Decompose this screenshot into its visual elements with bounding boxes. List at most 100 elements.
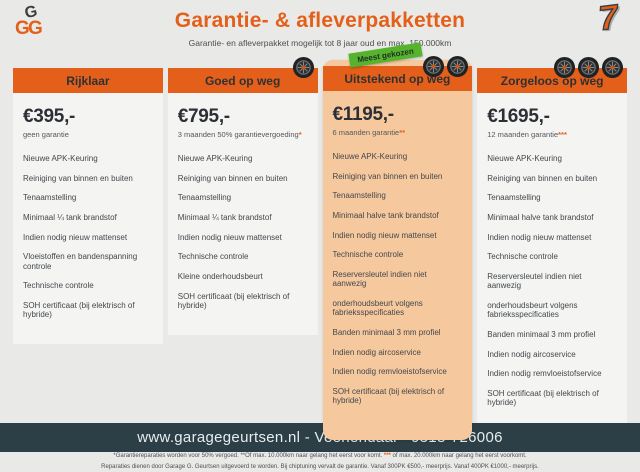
footnote-text: *Garantiereparaties worden voor 50% verg… bbox=[113, 452, 384, 459]
feature-item: Minimaal ¼ tank brandstof bbox=[177, 213, 272, 223]
package-name: Zorgeloos op weg bbox=[500, 73, 604, 88]
feature-item: Tenaamstelling bbox=[177, 193, 232, 203]
feature-item: Indien nodig aircoservice bbox=[487, 349, 576, 359]
footnote-stars: *** bbox=[383, 452, 391, 459]
footnotes: *Garantiereparaties worden voor 50% verg… bbox=[0, 451, 640, 472]
feature-item: Reserversleutel indien niet aanwezig bbox=[487, 272, 582, 291]
package-note: 3 maanden 50% garantievergoeding* bbox=[178, 130, 308, 139]
feature-item: Indien nodig aircoservice bbox=[332, 347, 422, 357]
feature-item: SOH certificaat (bij elektrisch of hybri… bbox=[332, 386, 445, 406]
note-stars: * bbox=[298, 130, 302, 139]
feature-list: Nieuwe APK-Keuring Reiniging van binnen e… bbox=[477, 154, 627, 426]
footnote-line-2: Reparaties dienen door Garage G. Geurtse… bbox=[101, 463, 539, 470]
package-note: geen garantie bbox=[23, 130, 153, 139]
package-header: Uitstekend op weg bbox=[322, 66, 473, 91]
package-price: €1195,- bbox=[332, 104, 395, 125]
logo-letter: G bbox=[28, 18, 43, 39]
seven-logo-icon: 7 bbox=[596, 0, 621, 39]
tire-icons bbox=[422, 55, 469, 78]
footnote-text: of max. 20.000km naar gelang het eerst v… bbox=[390, 452, 527, 459]
note-stars: *** bbox=[558, 130, 567, 139]
feature-item: onderhoudsbeurt volgens fabrieksspecific… bbox=[487, 301, 578, 320]
feature-item: SOH certificaat (bij elektrisch of hybri… bbox=[23, 301, 135, 320]
tire-icon bbox=[423, 55, 445, 78]
tire-icon bbox=[447, 55, 469, 78]
footer-bar: www.garagegeurtsen.nl - Veenendaal - 031… bbox=[0, 423, 640, 452]
price-block: €795,- 3 maanden 50% garantievergoeding* bbox=[168, 93, 318, 139]
package-header: Goed op weg bbox=[167, 68, 318, 93]
feature-item: Reiniging van binnen en buiten bbox=[487, 173, 598, 183]
logo-letter: G bbox=[15, 18, 30, 39]
note-text: 6 maanden garantie bbox=[332, 128, 400, 137]
package-note: 6 maanden garantie** bbox=[333, 128, 463, 137]
feature-item: Indien nodig nieuw mattenset bbox=[23, 232, 128, 242]
feature-item: Reiniging van binnen en buiten bbox=[23, 173, 133, 183]
feature-item: SOH certificaat (bij elektrisch of hybri… bbox=[487, 388, 599, 408]
page-title: Garantie- & afleverpakketten bbox=[174, 9, 466, 32]
feature-item: Indien nodig remvloeistofservice bbox=[487, 369, 602, 379]
feature-item: Reiniging van binnen en buiten bbox=[177, 173, 288, 183]
feature-item: Minimaal ¼ tank brandstof bbox=[23, 213, 117, 223]
tire-icons bbox=[292, 56, 315, 79]
package-price: €795,- bbox=[177, 106, 230, 127]
package-name: Goed op weg bbox=[204, 73, 281, 88]
feature-item: Vloeistoffen en bandenspanning controle bbox=[23, 252, 138, 271]
package-header: Rijklaar bbox=[13, 68, 163, 93]
feature-item: Nieuwe APK-Keuring bbox=[487, 154, 562, 163]
feature-item: Tenaamstelling bbox=[23, 193, 77, 203]
feature-item: SOH certificaat (bij elektrisch of hybri… bbox=[177, 291, 290, 310]
note-text: 12 maanden garantie bbox=[487, 130, 559, 139]
note-stars: ** bbox=[399, 128, 406, 137]
footnote-line-1: *Garantiereparaties worden voor 50% verg… bbox=[0, 451, 640, 462]
package-price: €1695,- bbox=[487, 106, 550, 127]
package-name: Rijklaar bbox=[66, 73, 110, 88]
package-price: €395,- bbox=[23, 106, 76, 127]
header: G G G Garantie- & afleverpakketten Garan… bbox=[0, 0, 640, 58]
feature-item: Minimaal halve tank brandstof bbox=[332, 211, 439, 221]
feature-list: Nieuwe APK-Keuring Reiniging van binnen e… bbox=[13, 154, 163, 338]
feature-item: Indien nodig remvloeistofservice bbox=[332, 367, 447, 377]
feature-item: Technische controle bbox=[177, 252, 249, 262]
price-block: €1695,- 12 maanden garantie*** bbox=[477, 93, 627, 139]
note-text: geen garantie bbox=[23, 130, 69, 139]
feature-item: Banden minimaal 3 mm profiel bbox=[332, 327, 441, 337]
feature-item: Nieuwe APK-Keuring bbox=[23, 154, 98, 163]
feature-item: onderhoudsbeurt volgens fabrieksspecific… bbox=[332, 299, 423, 318]
feature-item: Kleine onderhoudsbeurt bbox=[177, 272, 263, 282]
price-block: €395,- geen garantie bbox=[13, 93, 163, 139]
feature-item: Nieuwe APK-Keuring bbox=[177, 154, 253, 163]
feature-item: Tenaamstelling bbox=[487, 193, 541, 203]
feature-item: Reiniging van binnen en buiten bbox=[332, 171, 443, 181]
packages-row: Rijklaar €395,- geen garantie Nieuwe APK… bbox=[0, 42, 640, 440]
price-block: €1195,- 6 maanden garantie** bbox=[323, 91, 473, 137]
feature-item: Technische controle bbox=[332, 250, 404, 260]
package-card: Rijklaar €395,- geen garantie Nieuwe APK… bbox=[13, 68, 163, 344]
tire-icon bbox=[553, 56, 576, 79]
feature-item: Indien nodig nieuw mattenset bbox=[487, 232, 592, 242]
feature-list: Nieuwe APK-Keuring Reiniging van binnen e… bbox=[323, 152, 473, 424]
tire-icons bbox=[553, 56, 624, 79]
feature-item: Tenaamstelling bbox=[332, 191, 386, 201]
feature-item: Technische controle bbox=[487, 252, 558, 262]
feature-item: Indien nodig nieuw mattenset bbox=[177, 232, 282, 242]
tire-icon bbox=[577, 56, 600, 79]
feature-item: Reserversleutel indien niet aanwezig bbox=[332, 270, 427, 289]
gg-logo-icon: G G G bbox=[14, 3, 52, 44]
package-card: Goed op weg €795,- 3 maanden 50% garanti… bbox=[167, 56, 318, 335]
feature-item: Minimaal halve tank brandstof bbox=[487, 213, 594, 223]
package-name: Uitstekend op weg bbox=[344, 71, 451, 86]
package-card: Meest gekozen Uitstekend op weg €1195,- … bbox=[322, 42, 473, 440]
tire-icon bbox=[292, 56, 314, 79]
feature-item: Banden minimaal 3 mm profiel bbox=[487, 329, 596, 339]
package-header: Zorgeloos op weg bbox=[477, 68, 627, 93]
package-note: 12 maanden garantie*** bbox=[487, 130, 617, 139]
package-card: Zorgeloos op weg €1695,- 12 maanden gara… bbox=[477, 56, 627, 432]
feature-list: Nieuwe APK-Keuring Reiniging van binnen e… bbox=[168, 154, 318, 329]
tire-icon bbox=[601, 56, 624, 79]
feature-item: Nieuwe APK-Keuring bbox=[332, 152, 408, 161]
feature-item: Indien nodig nieuw mattenset bbox=[332, 230, 437, 240]
page-subtitle: Garantie- en afleverpakket mogelijk tot … bbox=[188, 38, 452, 48]
feature-item: Technische controle bbox=[23, 281, 94, 291]
note-text: 3 maanden 50% garantievergoeding bbox=[177, 130, 299, 139]
